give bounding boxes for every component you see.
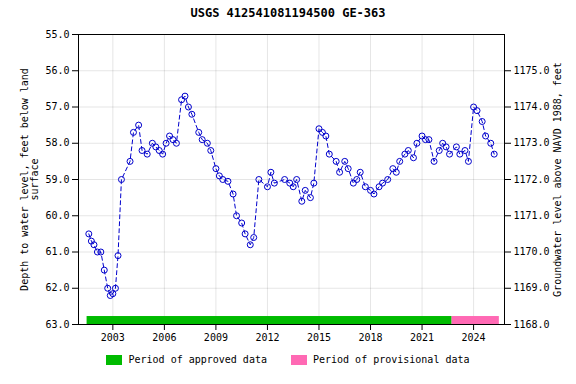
svg-text:55.0: 55.0 xyxy=(45,29,69,40)
html-text:Period of approved data: Period of approved data xyxy=(128,354,267,365)
html-text:USGS 412541081194500 GE-363: USGS 412541081194500 GE-363 xyxy=(190,6,386,20)
html-text:Period of provisional data: Period of provisional data xyxy=(313,354,470,365)
svg-text:2006: 2006 xyxy=(152,332,176,343)
svg-text:1172.0: 1172.0 xyxy=(514,174,550,185)
svg-text:59.0: 59.0 xyxy=(45,174,69,185)
svg-text:61.0: 61.0 xyxy=(45,246,69,257)
svg-text:1168.0: 1168.0 xyxy=(514,319,550,330)
svg-text:58.0: 58.0 xyxy=(45,137,69,148)
svg-text:56.0: 56.0 xyxy=(45,65,69,76)
svg-text:2021: 2021 xyxy=(410,332,434,343)
svg-text:1170.0: 1170.0 xyxy=(514,246,550,257)
svg-text:1175.0: 1175.0 xyxy=(514,65,550,76)
svg-text:Groundwater level above NAVD 1: Groundwater level above NAVD 1988, feet xyxy=(552,62,563,297)
svg-text:2024: 2024 xyxy=(462,332,486,343)
svg-text:1171.0: 1171.0 xyxy=(514,210,550,221)
svg-text:1173.0: 1173.0 xyxy=(514,137,550,148)
svg-text:60.0: 60.0 xyxy=(45,210,69,221)
svg-text:63.0: 63.0 xyxy=(45,319,69,330)
svg-text:Depth to water level, feet bel: Depth to water level, feet below landsur… xyxy=(19,68,40,291)
svg-text:2012: 2012 xyxy=(255,332,279,343)
svg-text:2018: 2018 xyxy=(358,332,382,343)
svg-text:1169.0: 1169.0 xyxy=(514,282,550,293)
svg-text:1174.0: 1174.0 xyxy=(514,101,550,112)
svg-text:62.0: 62.0 xyxy=(45,282,69,293)
svg-text:57.0: 57.0 xyxy=(45,101,69,112)
svg-text:2003: 2003 xyxy=(101,332,125,343)
svg-text:2015: 2015 xyxy=(307,332,331,343)
svg-text:2009: 2009 xyxy=(204,332,228,343)
